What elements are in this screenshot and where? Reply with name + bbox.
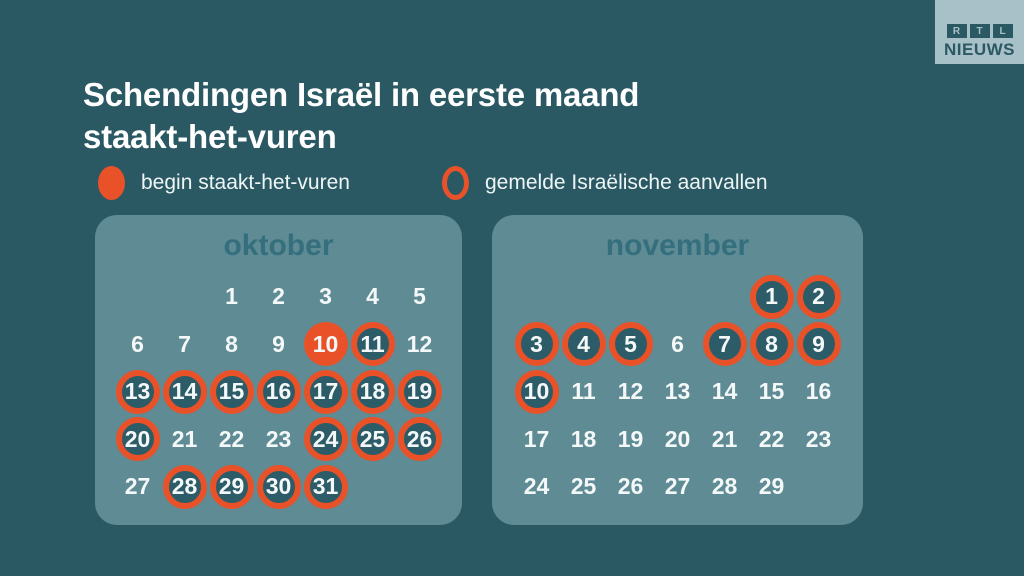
calendar-day: 23 bbox=[265, 425, 292, 452]
calendar-day: 16 bbox=[256, 369, 301, 414]
calendar-day: 10 bbox=[514, 369, 559, 414]
calendar-day: 2 bbox=[796, 274, 841, 319]
calendar-day: 5 bbox=[413, 283, 426, 310]
calendar-day: 8 bbox=[225, 330, 238, 357]
filled-circle-icon bbox=[98, 166, 125, 200]
calendar-day: 20 bbox=[115, 417, 160, 462]
calendar-day: 2 bbox=[272, 283, 285, 310]
calendar-day: 17 bbox=[303, 369, 348, 414]
calendar-day: 26 bbox=[617, 473, 644, 500]
rtl-logo-letter-t: T bbox=[969, 24, 990, 38]
calendar-day: 12 bbox=[617, 378, 644, 405]
calendar-day: 15 bbox=[758, 378, 785, 405]
calendar-day: 29 bbox=[758, 473, 785, 500]
ring-circle-icon bbox=[442, 166, 469, 200]
calendar-day: 27 bbox=[664, 473, 691, 500]
calendar-day: 5 bbox=[608, 322, 653, 367]
calendar-day: 10 bbox=[303, 322, 348, 367]
rtl-nieuws-logo: R T L NIEUWS bbox=[935, 0, 1024, 64]
legend-ceasefire: begin staakt-het-vuren bbox=[98, 166, 350, 200]
calendar-day: 25 bbox=[570, 473, 597, 500]
calendar-day: 7 bbox=[702, 322, 747, 367]
calendar-day: 24 bbox=[303, 417, 348, 462]
page-title-line1: Schendingen Israël in eerste maand bbox=[83, 76, 640, 113]
calendar-day: 3 bbox=[514, 322, 559, 367]
days-grid-november: 1 2 3 4 5 6 7 8 9 10 11 12 13 14 15 16 17 18 19 20 21 22 23 24 2… bbox=[492, 273, 863, 511]
calendar-day: 27 bbox=[124, 473, 151, 500]
calendar-day: 20 bbox=[664, 425, 691, 452]
calendar-day: 16 bbox=[805, 378, 832, 405]
calendar-day: 1 bbox=[225, 283, 238, 310]
calendar-day: 26 bbox=[397, 417, 442, 462]
page-title: Schendingen Israël in eerste maand staakt… bbox=[83, 74, 639, 158]
calendar-day: 28 bbox=[162, 464, 207, 509]
calendar-day: 13 bbox=[664, 378, 691, 405]
legend-attacks: gemelde Israëlische aanvallen bbox=[442, 166, 768, 200]
month-title-november: november bbox=[605, 229, 750, 262]
calendar-day: 3 bbox=[319, 283, 332, 310]
calendar-day: 6 bbox=[131, 330, 144, 357]
calendar-day: 4 bbox=[561, 322, 606, 367]
calendar-day: 14 bbox=[711, 378, 738, 405]
calendar-day: 21 bbox=[171, 425, 198, 452]
calendar-day: 24 bbox=[523, 473, 550, 500]
calendar-day: 9 bbox=[796, 322, 841, 367]
calendar-day: 22 bbox=[218, 425, 245, 452]
calendar-day: 31 bbox=[303, 464, 348, 509]
calendar-day: 17 bbox=[523, 425, 550, 452]
calendar-day: 4 bbox=[366, 283, 379, 310]
calendar-day: 8 bbox=[749, 322, 794, 367]
calendar-day: 1 bbox=[749, 274, 794, 319]
calendar-day: 15 bbox=[209, 369, 254, 414]
rtl-logo-letter-l: L bbox=[992, 24, 1013, 38]
calendar-day: 6 bbox=[671, 330, 684, 357]
calendar-day: 21 bbox=[711, 425, 738, 452]
calendar-day: 12 bbox=[406, 330, 433, 357]
legend-attacks-label: gemelde Israëlische aanvallen bbox=[485, 171, 768, 194]
month-title-oktober: oktober bbox=[223, 229, 334, 262]
days-grid-oktober: 1 2 3 4 5 6 7 8 9 10 11 12 13 14 15 16 17 18 19 20 21 22 23 24 2… bbox=[95, 273, 462, 511]
calendar-day: 29 bbox=[209, 464, 254, 509]
calendar-day: 22 bbox=[758, 425, 785, 452]
calendar-oktober: oktober 1 2 3 4 5 6 7 8 9 10 11 12 13 14 15 16 17 18 19 20 2… bbox=[95, 215, 462, 525]
calendar-day: 23 bbox=[805, 425, 832, 452]
rtl-logo-letter-r: R bbox=[946, 24, 967, 38]
calendar-day: 30 bbox=[256, 464, 301, 509]
calendar-day: 11 bbox=[571, 378, 596, 405]
calendar-day: 7 bbox=[178, 330, 191, 357]
page-title-line2: staakt-het-vuren bbox=[83, 118, 337, 155]
legend-ceasefire-label: begin staakt-het-vuren bbox=[141, 171, 350, 194]
calendar-day: 19 bbox=[397, 369, 442, 414]
calendar-day: 18 bbox=[350, 369, 395, 414]
calendar-day: 11 bbox=[350, 322, 395, 367]
calendar-day: 13 bbox=[115, 369, 160, 414]
calendar-day: 19 bbox=[617, 425, 644, 452]
calendar-day: 9 bbox=[272, 330, 285, 357]
calendar-day: 18 bbox=[570, 425, 597, 452]
calendar-day: 25 bbox=[350, 417, 395, 462]
calendar-day: 28 bbox=[711, 473, 738, 500]
calendar-day: 14 bbox=[162, 369, 207, 414]
rtl-logo-squares: R T L bbox=[946, 24, 1013, 38]
rtl-logo-name: NIEUWS bbox=[944, 40, 1015, 59]
calendar-november: november 1 2 3 4 5 6 7 8 9 10 11 12 13 14 15 16 17 18 19 20… bbox=[492, 215, 863, 525]
